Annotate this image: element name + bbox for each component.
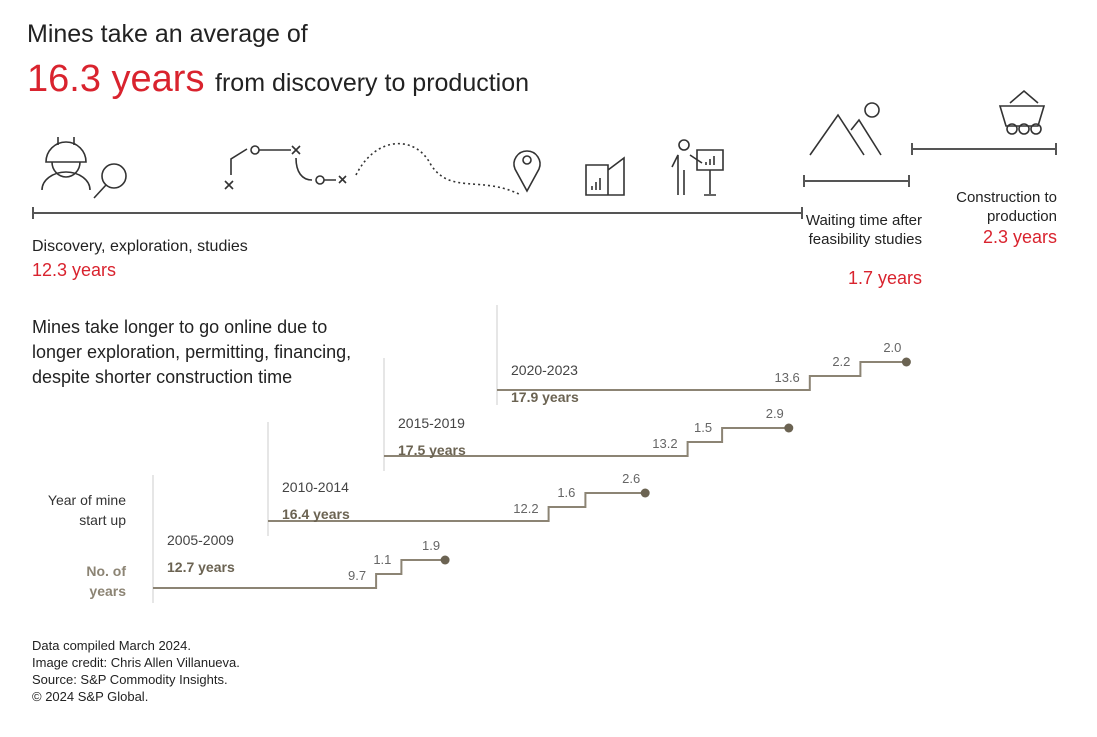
step-value-label: 1.6 [557, 485, 576, 500]
step-value-label: 2.0 [883, 340, 902, 355]
step-line [497, 361, 907, 391]
title-line1: Mines take an average of [27, 20, 308, 48]
phase-bar-discovery [32, 207, 803, 219]
title-highlight: 16.3 years [27, 58, 205, 100]
series-total: 12.7 years [167, 559, 235, 575]
mountain-icon [809, 102, 882, 156]
mine-cart-icon [998, 89, 1046, 135]
step-line [384, 427, 789, 457]
phase-value-construction: 2.3 years [982, 227, 1057, 247]
end-dot [640, 488, 650, 498]
step-value-label: 2.2 [832, 354, 851, 369]
phase-timeline [32, 143, 1057, 219]
step-value-label: 1.9 [422, 538, 441, 553]
phase-label-waiting: Waiting time after feasibility studies [805, 212, 922, 248]
series-name: 2020-2023 [511, 362, 578, 378]
phase-bar-construction [911, 143, 1057, 155]
series-total: 17.5 years [398, 442, 466, 458]
step-value-label: 9.7 [348, 568, 367, 583]
location-pin-icon [513, 150, 541, 193]
series-total: 16.4 years [282, 506, 350, 522]
end-dot [784, 423, 794, 433]
exploration-path-icon [224, 142, 522, 196]
phase-label-construction: Construction to production [956, 189, 1057, 225]
step-value-label: 13.6 [774, 370, 800, 385]
phase-value-discovery: 12.3 years [32, 260, 117, 280]
phase-bar-waiting [803, 175, 910, 187]
footer-compiled: Data compiled March 2024. [32, 638, 191, 653]
step-value-label: 1.5 [694, 420, 713, 435]
footer: Data compiled March 2024. Image credit: … [32, 637, 240, 705]
phase-label-discovery: Discovery, exploration, studies [32, 238, 248, 255]
step-line [268, 492, 646, 522]
report-book-icon [585, 156, 625, 196]
title-rest: from discovery to production [215, 69, 530, 97]
footer-credit: Image credit: Chris Allen Villanueva. [32, 655, 240, 670]
subtitle: Mines take longer to go online due to lo… [32, 317, 352, 387]
step-value-label: 2.9 [765, 406, 784, 421]
step-value-label: 13.2 [652, 436, 678, 451]
step-value-label: 1.1 [373, 552, 392, 567]
series-name: 2015-2019 [398, 415, 465, 431]
series-total: 17.9 years [511, 389, 579, 405]
series-name: 2005-2009 [167, 532, 234, 548]
end-dot [440, 555, 450, 565]
phase-value-waiting: 1.7 years [847, 268, 922, 288]
presentation-icon [671, 139, 724, 196]
title-line2: 16.3 years from discovery to production [27, 58, 529, 101]
series-name: 2010-2014 [282, 479, 349, 495]
step-value-label: 12.2 [513, 501, 539, 516]
worker-magnifier-icon [41, 137, 127, 199]
footer-source: Source: S&P Commodity Insights. [32, 672, 228, 687]
row-label: Year of mine start up [47, 492, 126, 528]
end-dot [901, 357, 911, 367]
step-line [153, 559, 446, 589]
footer-copyright: © 2024 S&P Global. [32, 689, 149, 704]
step-value-label: 2.6 [622, 471, 641, 486]
value-label: No. of years [86, 563, 126, 599]
